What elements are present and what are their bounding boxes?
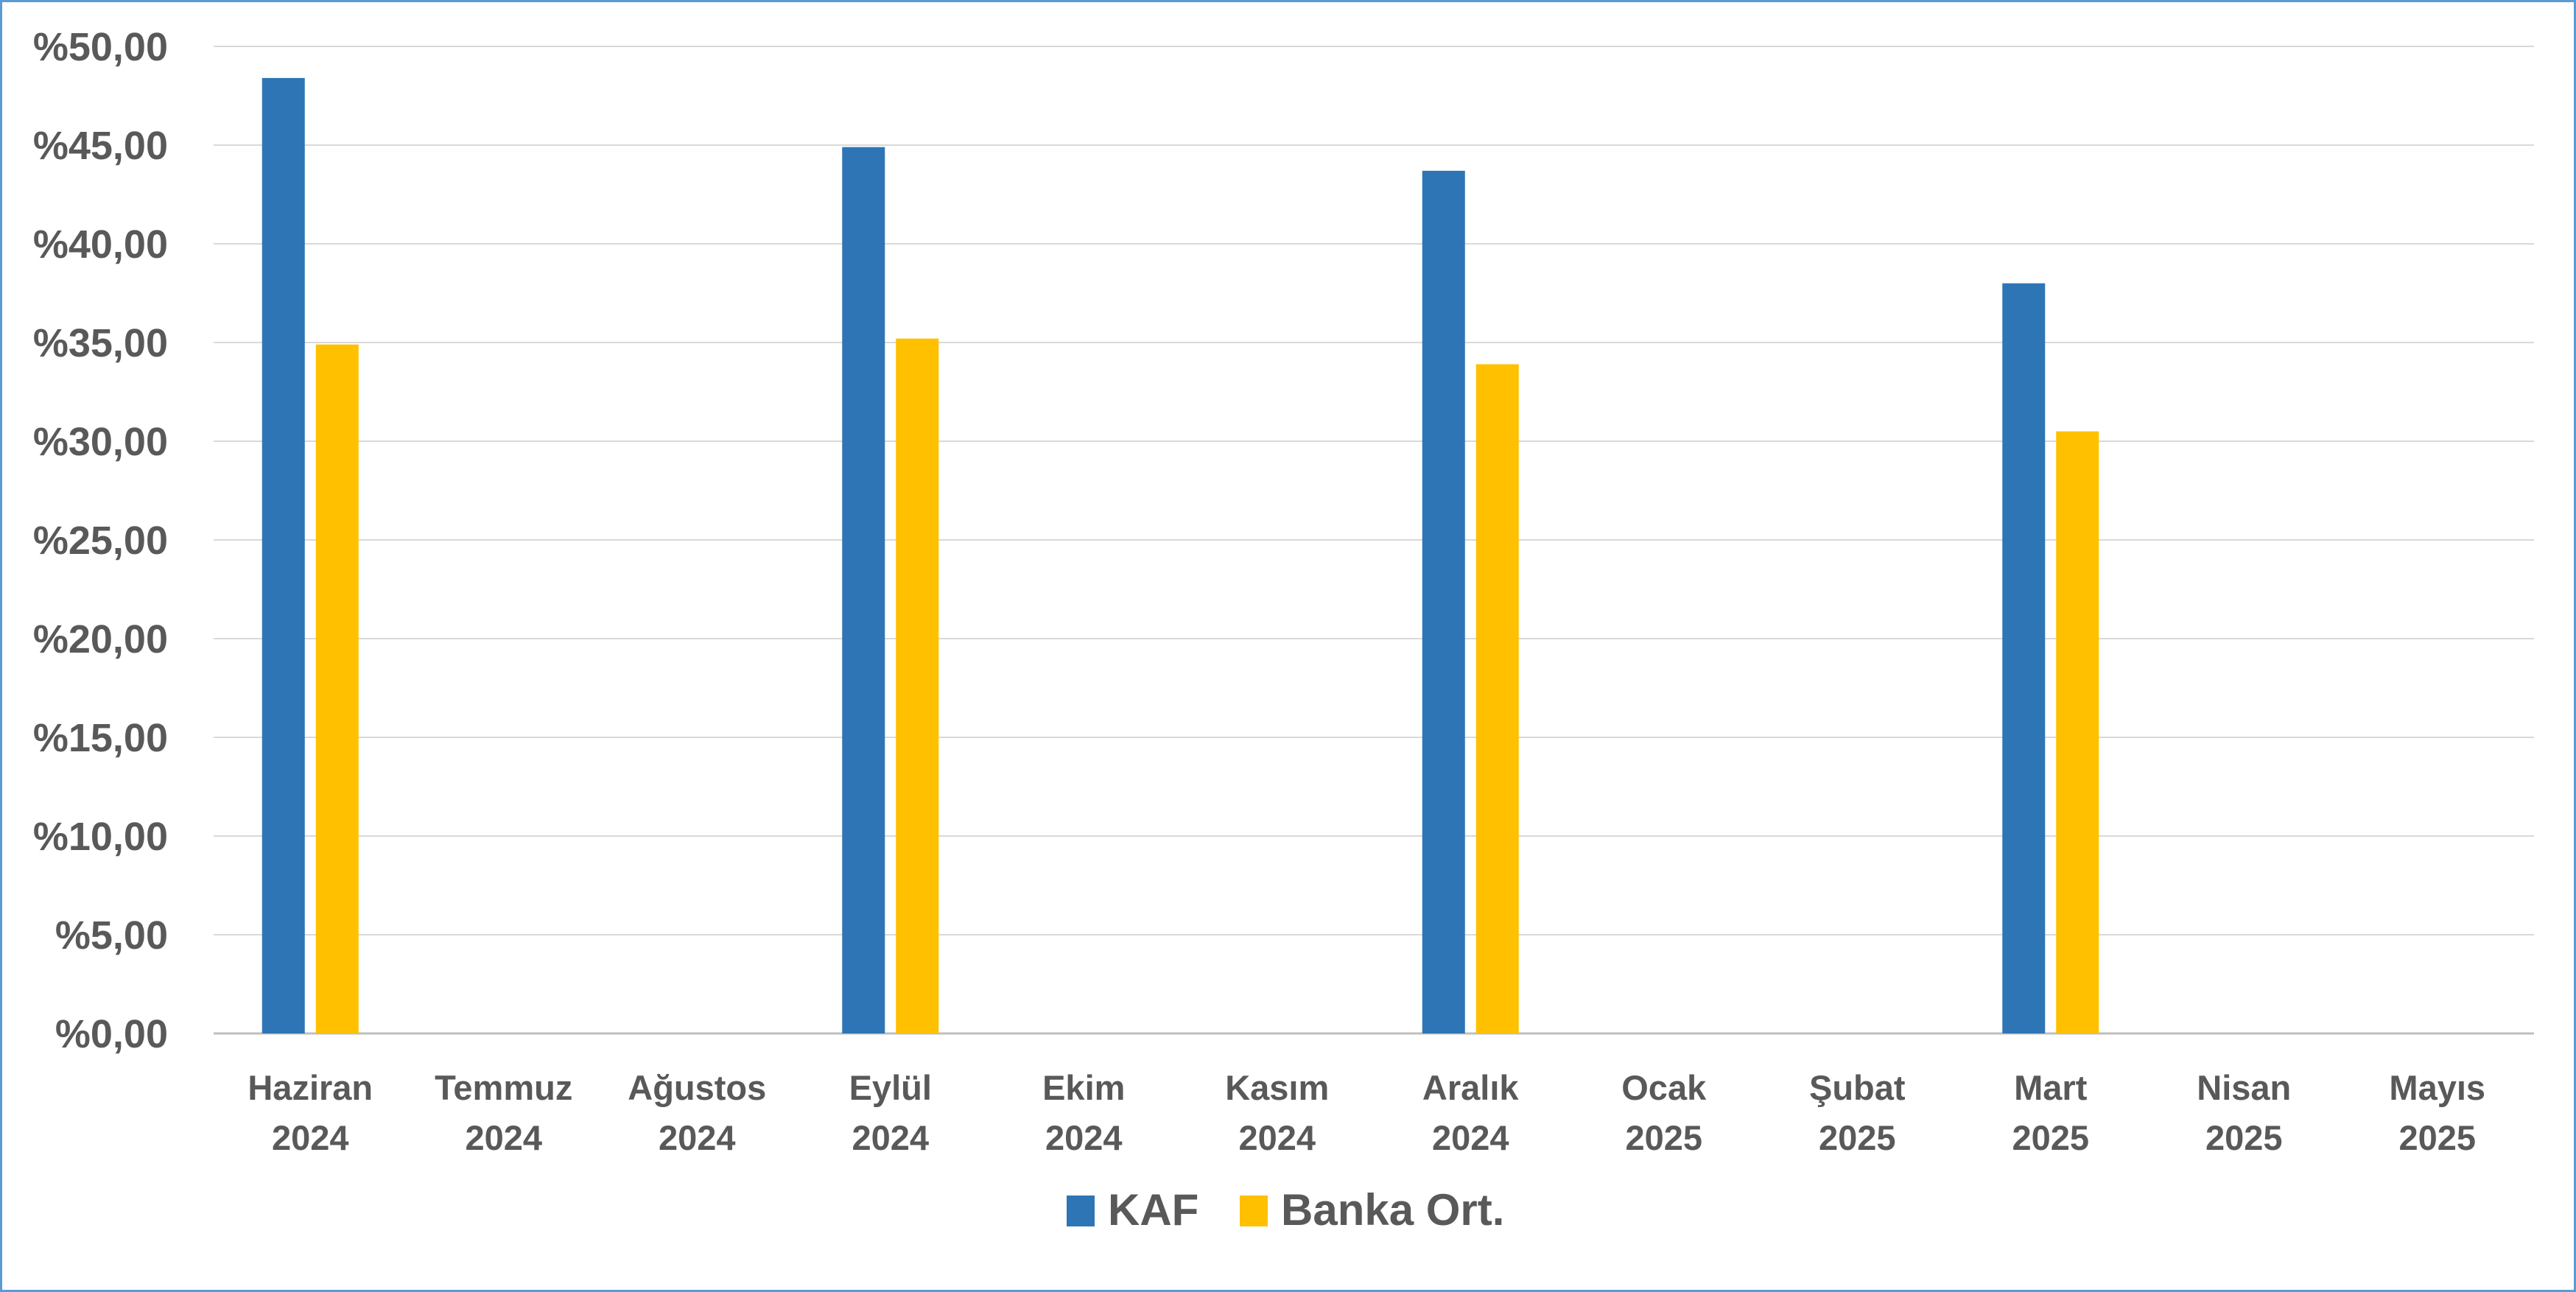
bar-kaf xyxy=(262,77,305,1033)
x-tick-label: 2024 xyxy=(272,1118,349,1157)
x-tick-label: Aralık xyxy=(1422,1068,1519,1107)
y-tick-label: %50,00 xyxy=(33,25,168,69)
bars xyxy=(262,77,2099,1034)
legend-swatch xyxy=(1240,1196,1268,1226)
x-tick-label: 2025 xyxy=(1819,1118,1896,1157)
bar-banka-ort xyxy=(315,344,359,1033)
x-tick-label: 2025 xyxy=(2398,1118,2476,1157)
y-tick-label: %0,00 xyxy=(55,1012,168,1056)
y-tick-label: %40,00 xyxy=(33,222,168,267)
bar-kaf xyxy=(1422,170,1465,1034)
x-tick-label: 2025 xyxy=(2012,1118,2089,1157)
x-tick-label: Haziran xyxy=(248,1068,373,1107)
x-tick-label: Ekim xyxy=(1042,1068,1125,1107)
y-tick-label: %45,00 xyxy=(33,124,168,168)
y-tick-label: %25,00 xyxy=(33,519,168,563)
x-tick-label: Mayıs xyxy=(2389,1068,2485,1107)
y-axis-ticks: %0,00 %5,00 %10,00 %15,00 %20,00 %25,00 %30,00… xyxy=(33,25,168,1056)
x-tick-label: Eylül xyxy=(849,1068,932,1107)
y-tick-label: %20,00 xyxy=(33,617,168,661)
x-tick-label: 2025 xyxy=(2205,1118,2283,1157)
x-tick-label: 2024 xyxy=(1432,1118,1509,1157)
gridlines xyxy=(214,46,2534,1035)
x-tick-label: 2024 xyxy=(852,1118,929,1157)
legend: KAF Banka Ort. xyxy=(1067,1185,1504,1235)
x-tick-label: Mart xyxy=(2014,1068,2088,1107)
x-axis-ticks: Haziran 2024 Temmuz 2024 Ağustos 2024 Eylül 202… xyxy=(248,1068,2485,1157)
y-tick-label: %35,00 xyxy=(33,321,168,365)
x-tick-label: 2024 xyxy=(659,1118,736,1157)
x-tick-label: Nisan xyxy=(2197,1068,2291,1107)
y-tick-label: %15,00 xyxy=(33,716,168,760)
bar-kaf xyxy=(842,147,885,1034)
x-tick-label: 2024 xyxy=(1045,1118,1123,1157)
x-tick-label: 2025 xyxy=(1625,1118,1702,1157)
y-tick-label: %10,00 xyxy=(33,815,168,859)
x-tick-label: Kasım xyxy=(1225,1068,1329,1107)
legend-label: KAF xyxy=(1108,1185,1198,1235)
legend-label: Banka Ort. xyxy=(1281,1185,1504,1235)
bar-banka-ort xyxy=(896,338,939,1033)
bar-banka-ort xyxy=(1475,364,1519,1034)
x-tick-label: Şubat xyxy=(1809,1068,1906,1107)
x-tick-label: 2024 xyxy=(465,1118,542,1157)
legend-swatch xyxy=(1067,1196,1095,1226)
y-tick-label: %5,00 xyxy=(55,913,168,958)
bar-kaf xyxy=(2002,283,2046,1034)
x-tick-label: Temmuz xyxy=(435,1068,572,1107)
x-tick-label: 2024 xyxy=(1238,1118,1316,1157)
x-tick-label: Ocak xyxy=(1621,1068,1707,1107)
y-tick-label: %30,00 xyxy=(33,420,168,464)
bar-banka-ort xyxy=(2056,431,2099,1033)
x-tick-label: Ağustos xyxy=(628,1068,766,1107)
